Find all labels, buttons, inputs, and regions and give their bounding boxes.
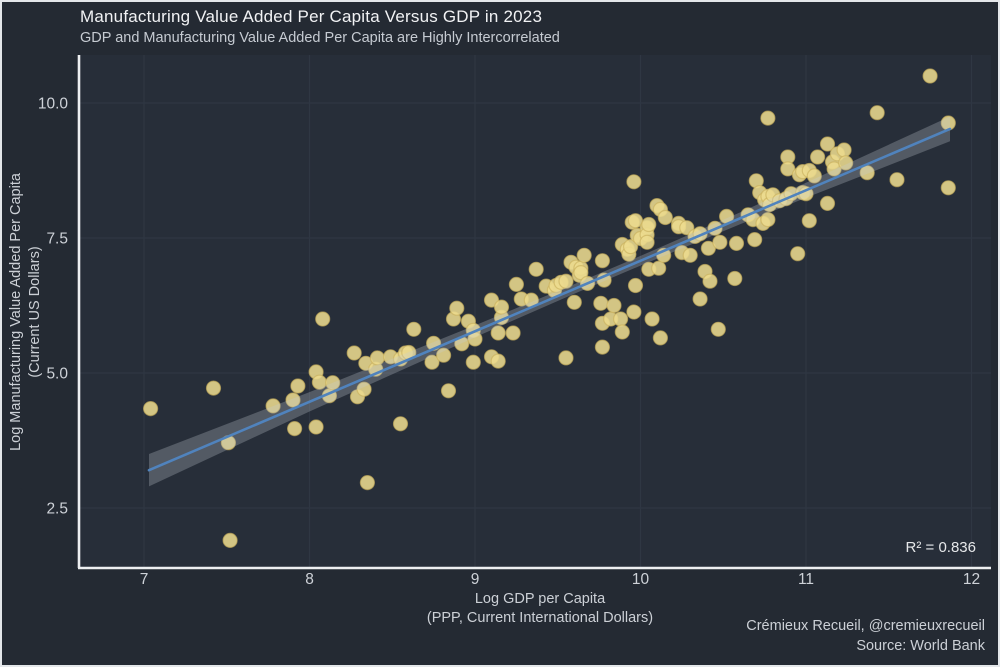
scatter-point	[801, 213, 817, 229]
scatter-point	[392, 416, 409, 432]
scatter-point	[836, 142, 852, 158]
scatter-point	[287, 421, 303, 437]
scatter-point	[727, 270, 743, 287]
scatter-point	[424, 354, 440, 370]
scatter-point	[593, 295, 609, 311]
scatter-point	[639, 234, 655, 250]
scatter-point	[710, 321, 726, 337]
scatter-point	[644, 311, 660, 327]
scatter-point	[809, 149, 826, 165]
page-title: Manufacturing Value Added Per Capita Ver…	[80, 7, 543, 26]
scatter-point	[641, 216, 657, 233]
scatter-point	[806, 168, 822, 184]
x-axis-label-line1: Log GDP per Capita	[474, 591, 606, 607]
scatter-point	[508, 276, 525, 292]
y-tick-label: 2.5	[46, 501, 68, 518]
scatter-point	[576, 247, 592, 263]
scatter-point	[490, 325, 506, 341]
x-axis-label: Log GDP per Capita (PPP, Current Interna…	[340, 590, 740, 628]
r-squared-annotation: R² = 0.836	[905, 539, 976, 556]
scatter-point	[652, 330, 669, 346]
scatter-point	[869, 105, 885, 121]
x-tick-label: 10	[632, 571, 650, 588]
scatter-point	[606, 297, 622, 314]
scatter-point	[359, 475, 375, 491]
scatter-point	[819, 195, 836, 211]
scatter-point	[838, 155, 854, 171]
scatter-point	[440, 383, 457, 399]
source-text: Source: World Bank	[856, 637, 985, 654]
scatter-point	[747, 232, 763, 248]
scatter-point	[651, 260, 667, 276]
scatter-point	[315, 311, 331, 327]
scatter-point	[702, 273, 718, 289]
x-axis-label-line2: (PPP, Current International Dollars)	[426, 610, 654, 626]
scatter-point	[573, 265, 589, 281]
scatter-point	[449, 300, 465, 316]
plot-panel	[80, 55, 991, 567]
page-subtitle: GDP and Manufacturing Value Added Per Ca…	[80, 30, 560, 46]
scatter-point	[493, 299, 510, 315]
scatter-point	[626, 304, 642, 320]
scatter-point	[790, 246, 806, 262]
confidence-band	[149, 116, 950, 487]
scatter-point	[859, 165, 875, 181]
y-axis-label-line1: Log Manufacturing Value Added Per Capita	[8, 173, 24, 451]
scatter-point	[682, 247, 698, 263]
scatter-point	[626, 174, 642, 190]
regression-line	[147, 127, 952, 472]
x-tick-label: 7	[140, 571, 149, 588]
y-axis-label-line2: (Current US Dollars)	[27, 246, 43, 378]
scatter-point	[594, 339, 611, 355]
scatter-point	[285, 392, 301, 408]
scatter-point	[614, 324, 630, 340]
x-tick-label: 8	[305, 571, 314, 588]
scatter-point	[657, 209, 673, 226]
y-tick-label: 10.0	[38, 96, 69, 113]
scatter-point	[760, 110, 776, 126]
scatter-point	[712, 234, 728, 250]
scatter-point	[346, 345, 362, 361]
scatter-point	[760, 212, 776, 228]
x-tick-label: 12	[963, 571, 980, 588]
scatter-point	[436, 347, 452, 363]
y-tick-label: 5.0	[46, 366, 68, 383]
scatter-point	[622, 239, 639, 255]
scatter-point	[465, 354, 481, 370]
scatter-point	[558, 273, 574, 289]
scatter-point	[558, 350, 574, 366]
y-tick-label: 7.5	[46, 231, 68, 248]
caption: Crémieux Recueil, @cremieuxrecueil Sourc…	[746, 617, 985, 656]
scatter-point	[627, 277, 644, 294]
scatter-point	[922, 68, 938, 84]
y-axis-label: Log Manufacturing Value Added Per Capita…	[7, 47, 47, 577]
scatter-point	[356, 381, 372, 397]
scatter-point	[819, 136, 836, 152]
scatter-point	[612, 311, 629, 327]
scatter-point	[692, 291, 708, 307]
scatter-point	[490, 353, 506, 369]
x-tick-label: 11	[798, 571, 814, 588]
attribution-text: Crémieux Recueil, @cremieuxrecueil	[746, 618, 985, 634]
x-tick-label: 9	[471, 571, 480, 588]
scatter-point	[889, 172, 905, 188]
scatter-point	[728, 235, 745, 251]
scatter-point	[143, 401, 159, 417]
scatter-point	[505, 325, 521, 341]
scatter-point	[528, 261, 544, 277]
scatter-point	[222, 532, 238, 549]
scatter-point	[265, 398, 281, 414]
scatter-point	[406, 321, 422, 337]
scatter-point	[325, 375, 341, 391]
scatter-point	[205, 380, 222, 396]
scatter-point	[290, 378, 306, 394]
scatter-point	[566, 294, 582, 310]
scatter-point	[308, 419, 324, 435]
scatter-point	[594, 253, 611, 269]
scatter-point	[940, 180, 956, 196]
